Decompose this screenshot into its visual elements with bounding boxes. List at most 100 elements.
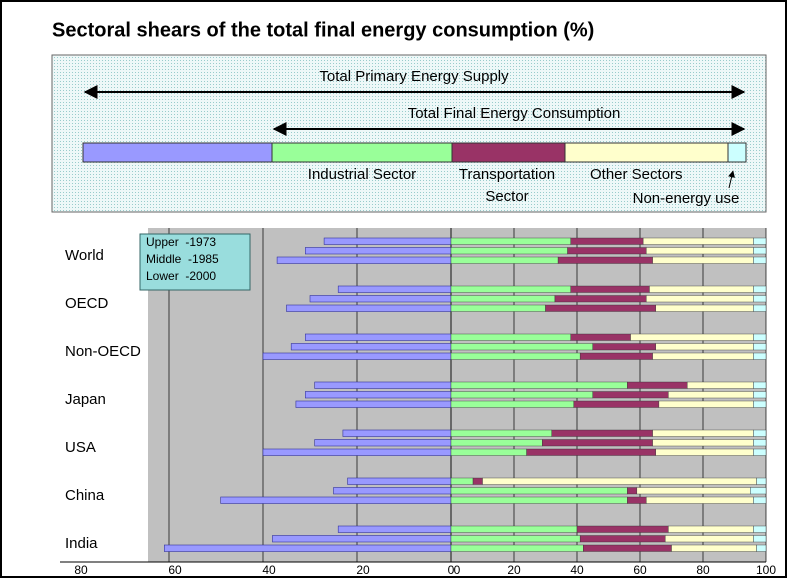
bar-segment — [570, 333, 631, 341]
bar-segment — [450, 295, 556, 303]
bar-segment — [545, 304, 656, 312]
bar-segment — [753, 391, 767, 399]
bar-segment — [295, 400, 452, 408]
legend-label: Lower -2000 — [146, 269, 216, 283]
bar-segment — [687, 381, 754, 389]
legend-label: Upper -1973 — [146, 235, 216, 249]
bar-segment — [753, 237, 767, 245]
bar-segment — [450, 333, 571, 341]
bar-segment — [652, 429, 754, 437]
bar-segment — [668, 525, 754, 533]
bar-segment — [450, 256, 559, 264]
bar-segment — [756, 544, 767, 552]
bar-segment — [450, 487, 628, 495]
category-label: China — [65, 487, 105, 504]
bar-segment — [753, 352, 767, 360]
bar-segment — [542, 439, 653, 447]
bar-segment — [262, 448, 452, 456]
bar-segment — [753, 285, 767, 293]
bar-segment — [753, 304, 767, 312]
category-label: OECD — [65, 295, 109, 312]
bar-segment — [750, 487, 767, 495]
bar-segment — [646, 496, 754, 504]
bar-segment — [472, 477, 483, 485]
chart-title: Sectoral shears of the total final energ… — [52, 19, 594, 41]
bar-segment — [450, 448, 527, 456]
bar-segment — [164, 544, 452, 552]
series-label: Other Sectors — [590, 166, 683, 183]
legend-box — [139, 233, 251, 291]
series-label: Industrial Sector — [307, 166, 417, 183]
category-label: USA — [65, 439, 96, 456]
bar-segment — [337, 285, 452, 293]
bar-segment — [450, 343, 593, 351]
bar-segment — [753, 400, 767, 408]
bar-segment — [290, 343, 452, 351]
bar-segment — [753, 535, 767, 543]
bar-segment — [450, 544, 584, 552]
bar-segment — [573, 400, 660, 408]
x-tick-label: 80 — [74, 563, 88, 577]
bar-segment — [551, 429, 653, 437]
bar-segment — [314, 439, 452, 447]
bar-segment — [642, 237, 754, 245]
bar-segment — [272, 535, 452, 543]
bar-segment — [333, 487, 452, 495]
primary-label: Total Primary Energy Supply — [319, 68, 509, 85]
x-tick-label: 100 — [756, 563, 776, 577]
bar-segment — [753, 256, 767, 264]
bar-segment — [450, 352, 581, 360]
bar-segment — [450, 285, 571, 293]
bar-segment — [592, 343, 656, 351]
x-tick-label: 0 — [454, 563, 461, 577]
bar-segment — [450, 496, 628, 504]
bar-segment — [753, 333, 767, 341]
bar-segment — [526, 448, 656, 456]
bar-segment — [665, 535, 754, 543]
bar-segment — [753, 381, 767, 389]
bar-segment — [286, 304, 452, 312]
bar-segment — [450, 391, 593, 399]
legend-label: Middle -1985 — [146, 252, 219, 266]
series-label: Non-energy use — [632, 190, 740, 207]
non-energy-pointer — [728, 170, 735, 189]
bar-segment — [347, 477, 452, 485]
x-tick-label: 20 — [356, 563, 370, 577]
bar-segment — [646, 247, 754, 255]
bar-segment — [576, 525, 669, 533]
diagram-strip — [82, 142, 747, 163]
bar-segment — [450, 477, 474, 485]
x-tick-label: 40 — [262, 563, 276, 577]
x-tick-label: 60 — [168, 563, 182, 577]
bar-segment — [652, 352, 754, 360]
bar-segment — [323, 237, 452, 245]
bar-segment — [337, 525, 452, 533]
bar-segment — [756, 477, 767, 485]
bar-segment — [450, 535, 581, 543]
bar-segment — [753, 343, 767, 351]
bar-segment — [753, 496, 767, 504]
bar-segment — [450, 247, 568, 255]
bar-segment — [554, 295, 647, 303]
bar-segment — [655, 304, 754, 312]
category-label: World — [65, 247, 104, 264]
bar-segment — [304, 333, 452, 341]
category-label: India — [65, 535, 98, 552]
bar-segment — [655, 343, 754, 351]
bar-segment — [450, 525, 578, 533]
bar-segment — [450, 237, 571, 245]
x-tick-label: 40 — [570, 563, 584, 577]
bar-segment — [649, 285, 754, 293]
bar-segment — [753, 295, 767, 303]
bar-segment — [652, 256, 754, 264]
bar-segment — [753, 439, 767, 447]
bar-segment — [753, 525, 767, 533]
bar-segment — [579, 352, 653, 360]
bar-segment — [314, 381, 452, 389]
bar-segment — [304, 247, 452, 255]
bar-segment — [304, 391, 452, 399]
bar-segment — [636, 487, 751, 495]
bar-segment — [450, 400, 575, 408]
category-label: Japan — [65, 391, 106, 408]
